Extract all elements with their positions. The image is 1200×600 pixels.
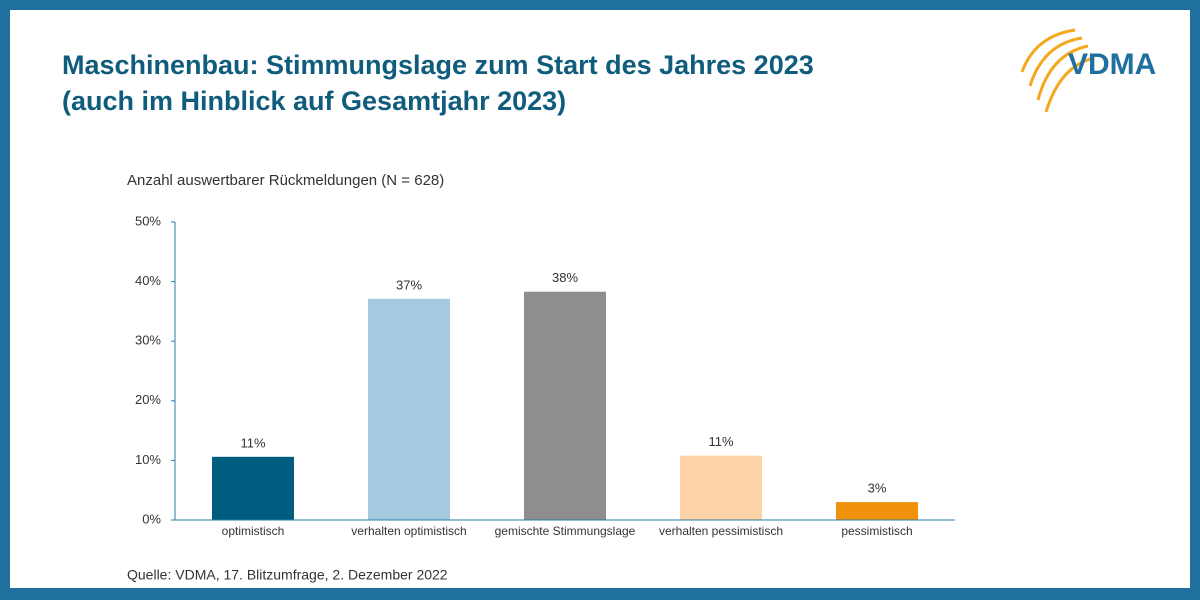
x-tick-label: verhalten optimistisch xyxy=(351,524,466,538)
y-tick-label: 0% xyxy=(142,511,161,526)
value-label: 37% xyxy=(396,277,422,292)
chart-title: Maschinenbau: Stimmungslage zum Start de… xyxy=(62,50,814,80)
x-tick-label: verhalten pessimistisch xyxy=(659,524,783,538)
bar xyxy=(212,456,294,520)
value-label: 38% xyxy=(552,270,578,285)
y-tick-label: 50% xyxy=(135,213,161,228)
source: Quelle: VDMA, 17. Blitzumfrage, 2. Dezem… xyxy=(127,567,448,583)
x-tick-label: optimistisch xyxy=(222,524,285,538)
y-tick-label: 10% xyxy=(135,452,161,467)
y-tick-label: 40% xyxy=(135,273,161,288)
y-tick-label: 20% xyxy=(135,392,161,407)
bar xyxy=(524,291,606,520)
bar xyxy=(836,502,918,520)
value-label: 3% xyxy=(868,481,887,496)
logo: VDMA xyxy=(1068,48,1156,81)
bar xyxy=(680,455,762,520)
subtitle: Anzahl auswertbarer Rückmeldungen (N = 6… xyxy=(127,172,444,189)
chart-title: (auch im Hinblick auf Gesamtjahr 2023) xyxy=(62,86,566,116)
value-label: 11% xyxy=(240,435,265,450)
logo-arcs xyxy=(1020,28,1095,113)
y-tick-label: 30% xyxy=(135,333,161,348)
x-tick-label: pessimistisch xyxy=(841,524,912,538)
value-label: 11% xyxy=(708,434,733,449)
x-tick-label: gemischte Stimmungslage xyxy=(495,524,636,538)
bar xyxy=(368,298,450,520)
